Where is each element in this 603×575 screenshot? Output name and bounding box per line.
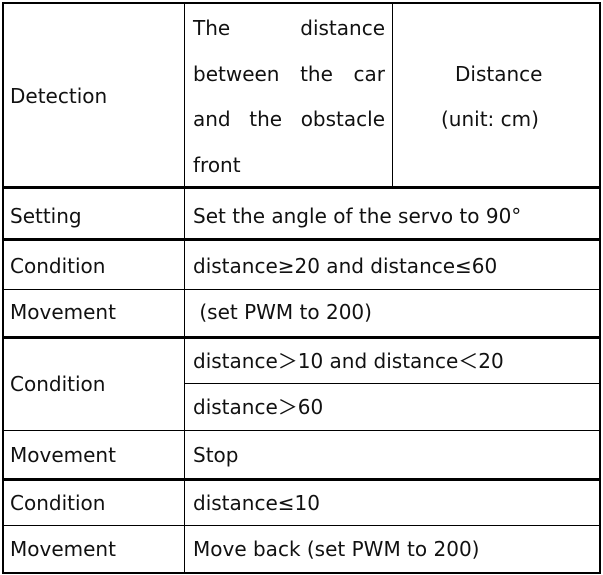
row-divider-condition1 xyxy=(2,289,601,290)
detection-desc-word: The xyxy=(193,16,231,40)
condition-value: distance＞10 and distance＜20 xyxy=(193,349,504,373)
column-divider-detection xyxy=(392,2,393,188)
row-divider-movement1 xyxy=(2,336,601,339)
detection-desc-line-1: The distance xyxy=(193,16,385,40)
detection-desc-line-4: front xyxy=(193,153,241,177)
border-top xyxy=(2,2,601,4)
movement-value: Move back (set PWM to 200) xyxy=(193,537,480,561)
movement-label: Movement xyxy=(10,443,116,467)
row-divider-setting xyxy=(2,238,601,241)
setting-value: Set the angle of the servo to 90° xyxy=(193,204,522,228)
movement-label: Movement xyxy=(10,300,116,324)
movement-label: Movement xyxy=(10,537,116,561)
condition-value: distance≤10 xyxy=(193,491,320,515)
distance-header: Distance xyxy=(455,62,543,86)
detection-label: Detection xyxy=(10,84,108,108)
row-divider-detection xyxy=(2,186,601,189)
row-divider-movement2 xyxy=(2,478,601,481)
distance-unit: (unit: cm) xyxy=(441,107,539,131)
border-right xyxy=(599,2,601,574)
detection-desc-word: the xyxy=(300,62,333,86)
condition-label: Condition xyxy=(10,491,106,515)
movement-value: (set PWM to 200) xyxy=(193,300,372,324)
detection-desc-line-3: and the obstacle xyxy=(193,107,385,131)
movement-value: Stop xyxy=(193,443,239,467)
condition-label: Condition xyxy=(10,254,106,278)
detection-desc-word: obstacle xyxy=(300,107,385,131)
row-divider-condition2a xyxy=(185,383,601,384)
detection-desc-word: between xyxy=(193,62,280,86)
detection-desc-word: car xyxy=(353,62,385,86)
detection-desc-word: distance xyxy=(300,16,385,40)
column-divider-main xyxy=(184,2,185,574)
setting-label: Setting xyxy=(10,204,82,228)
border-bottom xyxy=(2,572,601,574)
detection-desc-word: and xyxy=(193,107,231,131)
condition-label: Condition xyxy=(10,372,106,396)
condition-value: distance≥20 and distance≤60 xyxy=(193,254,498,278)
row-divider-condition2b xyxy=(2,430,601,431)
row-divider-condition3 xyxy=(2,525,601,526)
detection-desc-word: the xyxy=(249,107,283,131)
condition-value: distance＞60 xyxy=(193,395,324,419)
detection-desc-word: front xyxy=(193,153,241,177)
detection-desc-line-2: between the car xyxy=(193,62,385,86)
border-left xyxy=(2,2,4,574)
